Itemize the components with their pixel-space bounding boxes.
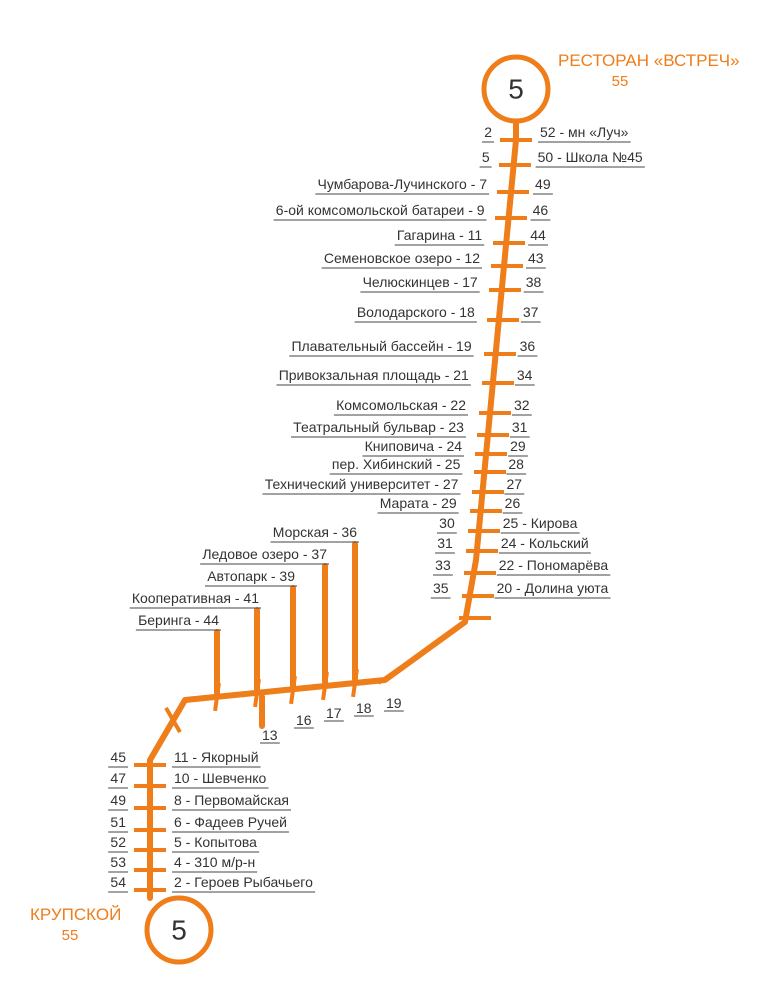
stop-label-left: 47 <box>110 770 126 786</box>
stop-label-right: 11 - Якорный <box>174 749 259 765</box>
stop-label-right: 32 <box>514 397 530 413</box>
stop-num-below: 19 <box>386 695 402 711</box>
stop-label-left: Привокзальная площадь - 21 <box>279 367 469 383</box>
stop-label-left: Семеновское озеро - 12 <box>324 250 480 266</box>
stop-label-left: 53 <box>110 854 126 870</box>
terminal-top-sub: 55 <box>612 73 629 90</box>
stop-label-left: Книповича - 24 <box>365 438 463 454</box>
stop-label-left: Челюскинцев - 17 <box>363 274 478 290</box>
stop-label-left: Комсомольская - 22 <box>336 397 466 413</box>
stop-label-left: 52 <box>110 834 126 850</box>
stop-label-left: 5 <box>482 149 490 165</box>
stop-label-right: 6 - Фадеев Ручей <box>174 814 287 830</box>
stop-label-right: 50 - Школа №45 <box>538 149 643 165</box>
stop-label-left: Театральный бульвар - 23 <box>293 419 464 435</box>
stop-label-left: 2 <box>484 124 492 140</box>
stop-label-left: Марата - 29 <box>380 495 457 511</box>
stop-tick <box>401 652 424 668</box>
terminal-top-name: РЕСТОРАН «ВСТРЕЧ» <box>558 51 740 70</box>
stop-label-left: 54 <box>110 874 126 890</box>
stop-label-right: 24 - Кольский <box>501 535 589 551</box>
stop-label-right: 25 - Кирова <box>503 515 578 531</box>
stop-label-right: 10 - Шевченко <box>174 770 267 786</box>
terminal-bottom-number: 5 <box>171 914 187 945</box>
stop-num-below: 16 <box>296 712 312 728</box>
stop-label-right: 22 - Пономарёва <box>499 557 609 573</box>
stop-label-left: Ледовое озеро - 37 <box>202 546 327 562</box>
stop-label-left: Кооперативная - 41 <box>132 590 259 606</box>
stop-tick <box>444 622 467 638</box>
stop-label-right: 34 <box>517 367 533 383</box>
stop-label-left: Гагарина - 11 <box>397 227 482 243</box>
terminal-top-number: 5 <box>508 73 524 104</box>
stop-label-right: 27 <box>506 476 522 492</box>
stop-label-right: 36 <box>520 338 536 354</box>
stop-label-left: 33 <box>435 557 451 573</box>
stop-label-right: 31 <box>512 419 528 435</box>
stop-label-right: 37 <box>523 304 539 320</box>
stop-label-right: 38 <box>526 274 542 290</box>
stop-label-right: 52 - мн «Луч» <box>540 124 629 140</box>
stop-label-right: 28 <box>508 456 524 472</box>
stop-label-right: 44 <box>530 227 546 243</box>
stop-label-right: 2 - Героев Рыбачьего <box>174 874 313 890</box>
stop-label-right: 49 <box>535 176 551 192</box>
stop-label-left: пер. Хибинский - 25 <box>332 456 461 472</box>
stop-label-left: Автопарк - 39 <box>207 568 295 584</box>
stop-num-below: 18 <box>356 700 372 716</box>
stop-label-left: Беринга - 44 <box>138 612 219 628</box>
stop-label-right: 8 - Первомайская <box>174 792 289 808</box>
terminal-bottom-sub: 55 <box>62 927 79 944</box>
stop-label-right: 5 - Копытова <box>174 834 257 850</box>
terminal-bottom-name: КРУПСКОЙ <box>30 905 121 924</box>
stop-label-right: 4 - 310 м/р-н <box>174 854 255 870</box>
stop-label-right: 26 <box>505 495 521 511</box>
stop-label-left: Технический университет - 27 <box>265 476 459 492</box>
stop-label-left: Плавательный бассейн - 19 <box>291 338 471 354</box>
stop-tick <box>422 637 445 653</box>
stop-num-below: 17 <box>326 705 342 721</box>
stop-label-left: Морская - 36 <box>273 524 357 540</box>
stop-label-left: 30 <box>439 515 455 531</box>
stop-label-left: Володарского - 18 <box>357 304 475 320</box>
stop-label-left: 45 <box>110 749 126 765</box>
stop-num-below: 13 <box>262 727 278 743</box>
stop-label-left: Чумбарова-Лучинского - 7 <box>318 176 488 192</box>
stop-label-right: 43 <box>528 250 544 266</box>
stop-label-left: 51 <box>110 814 126 830</box>
stop-tick <box>379 667 402 683</box>
stop-label-right: 20 - Долина уюта <box>497 580 609 596</box>
stop-label-right: 46 <box>533 202 549 218</box>
stop-label-right: 29 <box>510 438 526 454</box>
stop-label-left: 31 <box>437 535 453 551</box>
stop-label-left: 49 <box>110 792 126 808</box>
stop-label-left: 6-ой комсомольской батареи - 9 <box>276 202 485 218</box>
stop-label-left: 35 <box>433 580 449 596</box>
